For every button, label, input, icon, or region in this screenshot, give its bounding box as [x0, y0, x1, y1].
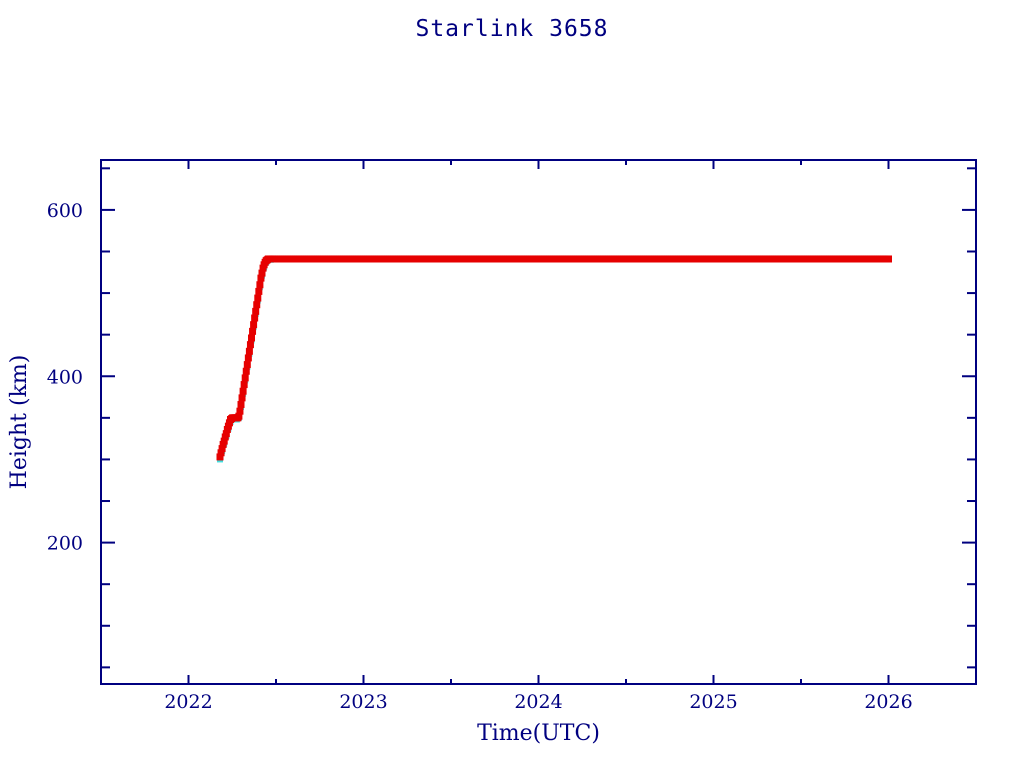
- data-point: [253, 301, 261, 309]
- data-point: [236, 407, 244, 415]
- data-point: [258, 269, 266, 277]
- data-point: [249, 327, 257, 335]
- x-tick-label: 2026: [864, 691, 912, 713]
- data-point: [218, 445, 226, 453]
- data-point: [885, 255, 892, 263]
- data-point: [254, 294, 262, 302]
- x-tick-label: 2023: [339, 691, 387, 713]
- data-point: [237, 401, 245, 409]
- data-point: [255, 287, 263, 295]
- data-point: [222, 430, 230, 438]
- data-point: [216, 453, 224, 461]
- data-point: [245, 347, 253, 355]
- x-tick-label: 2024: [514, 691, 562, 713]
- data-point: [240, 381, 248, 389]
- data-point: [248, 334, 255, 342]
- data-point: [217, 449, 225, 457]
- y-tick-label: 400: [47, 366, 83, 388]
- data-point: [220, 437, 228, 445]
- data-point: [252, 307, 260, 315]
- y-tick-label: 200: [47, 533, 83, 555]
- x-tick-label: 2025: [689, 691, 737, 713]
- data-point: [243, 361, 251, 369]
- y-tick-label: 600: [47, 200, 83, 222]
- data-point: [241, 374, 249, 382]
- data-point: [257, 274, 265, 282]
- data-point: [235, 412, 243, 420]
- data-point: [250, 321, 258, 329]
- x-tick-label: 2022: [164, 691, 212, 713]
- data-point: [239, 387, 247, 395]
- data-point: [244, 354, 252, 362]
- series-apogee: [216, 255, 892, 461]
- data-point: [256, 281, 264, 289]
- data-point: [251, 314, 259, 322]
- data-point: [238, 394, 246, 402]
- data-point: [242, 367, 250, 375]
- data-point: [246, 341, 254, 349]
- y-axis-title: Height (km): [7, 355, 32, 490]
- x-axis-title: Time(UTC): [477, 721, 600, 746]
- chart-title: Starlink 3658: [415, 16, 609, 42]
